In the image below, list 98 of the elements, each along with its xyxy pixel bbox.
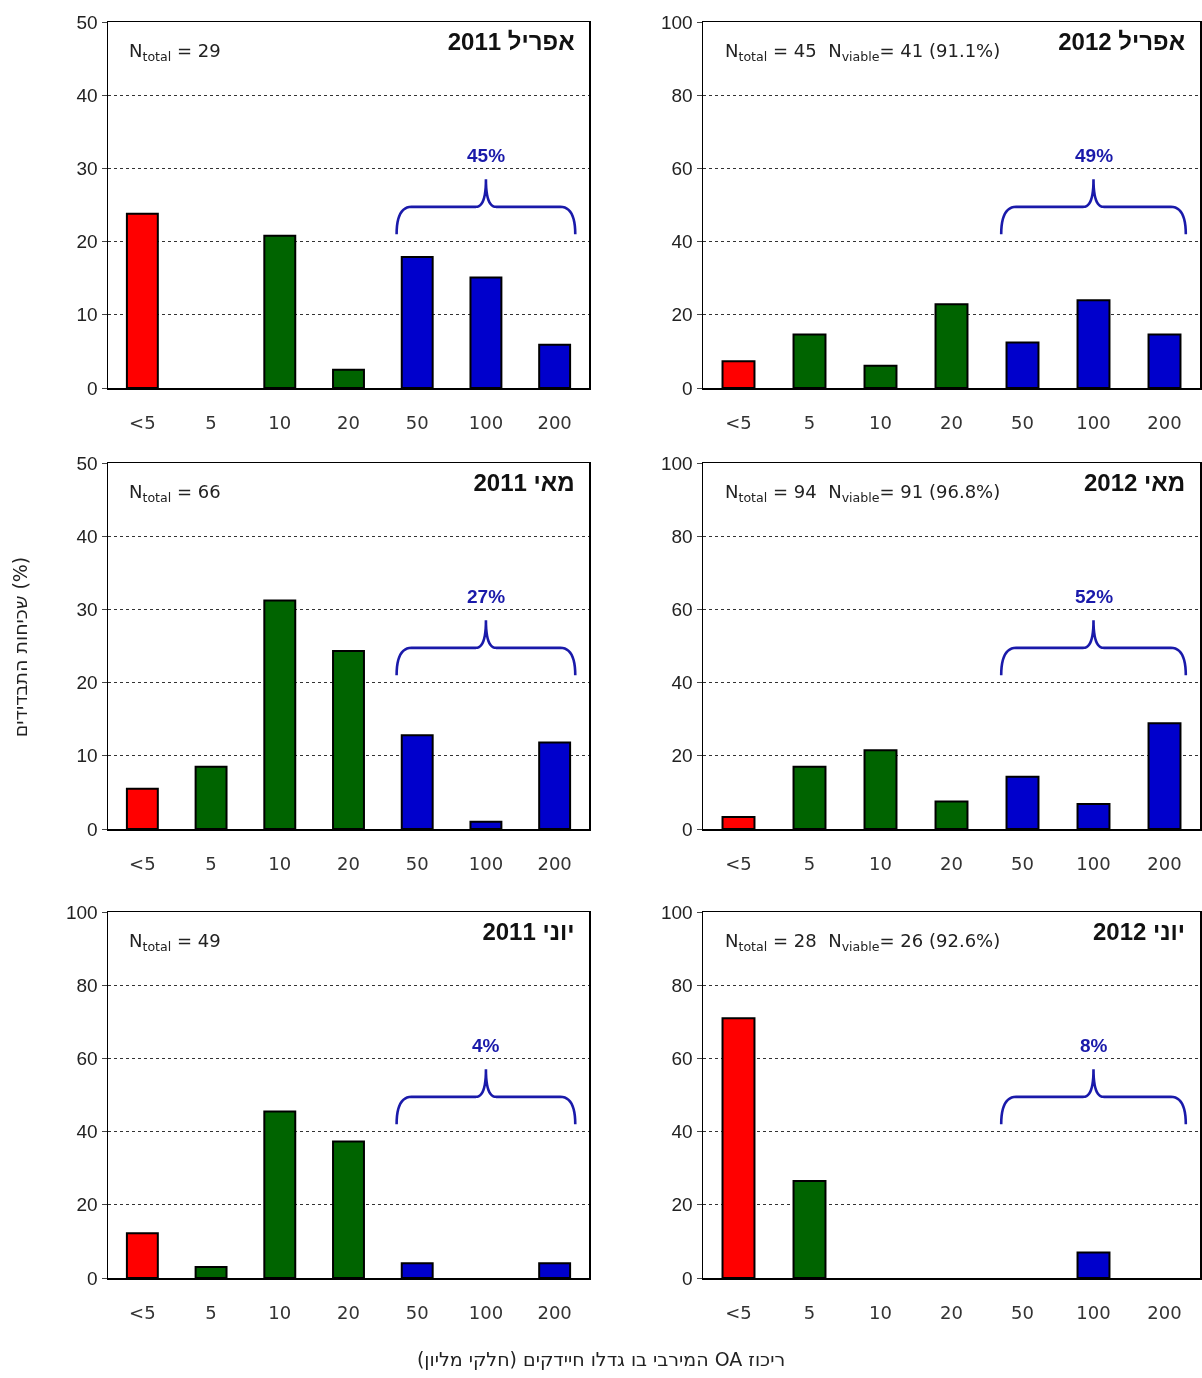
annotation: 49% — [1075, 145, 1114, 166]
y-tick-label: 40 — [671, 672, 693, 694]
y-tick-label: 60 — [671, 158, 693, 180]
y-tick-label: 80 — [671, 525, 693, 547]
x-tick-label: <5 — [129, 1302, 156, 1324]
x-tick-label: 100 — [1076, 412, 1111, 434]
x-tick-label: 20 — [337, 853, 360, 875]
x-tick-label: 5 — [205, 1302, 217, 1324]
y-tick-label: 0 — [682, 818, 693, 840]
y-tick-label: 100 — [66, 901, 98, 923]
chart-title: אפריל 2011 — [447, 27, 575, 55]
y-tick-label: 10 — [76, 745, 98, 767]
x-tick-label: 100 — [1076, 853, 1111, 875]
annotation: N$_{total}$ = 28 N$_{viable}$= 26 (92.6%) — [725, 930, 1001, 954]
x-tick-label: 20 — [940, 1302, 963, 1324]
x-tick-label: 50 — [1011, 412, 1034, 434]
y-tick-label: 0 — [682, 377, 693, 399]
x-tick-label: 200 — [537, 412, 572, 434]
y-tick-label: 100 — [661, 901, 693, 923]
y-tick-label: 10 — [76, 304, 98, 326]
y-tick-label: 20 — [76, 1194, 98, 1216]
x-tick-label: 50 — [405, 1302, 429, 1324]
y-tick-label: 20 — [671, 304, 693, 326]
y-tick-label: 0 — [682, 1267, 693, 1289]
y-tick-label: 80 — [671, 974, 693, 996]
y-tick-label: 40 — [76, 84, 98, 106]
x-tick-label: 200 — [1147, 1302, 1182, 1324]
chart-title: מאי 2011 — [473, 468, 575, 496]
annotation: N$_{total}$ = 49 — [129, 930, 221, 954]
x-tick-label: 10 — [268, 853, 292, 875]
annotation: 27% — [467, 586, 506, 607]
annotation: N$_{total}$ = 45 N$_{viable}$= 41 (91.1%) — [725, 40, 1001, 64]
x-tick-label: 5 — [803, 412, 816, 434]
y-tick-label: 20 — [671, 1194, 693, 1216]
y-tick-label: 20 — [76, 231, 98, 253]
annotation: N$_{total}$ = 66 — [129, 481, 221, 505]
x-tick-label: 200 — [537, 853, 572, 875]
y-tick-label: 50 — [76, 452, 98, 474]
y-tick-label: 30 — [76, 158, 98, 180]
x-tick-label: 20 — [337, 412, 360, 434]
x-tick-label: 10 — [869, 412, 892, 434]
y-tick-label: 80 — [671, 84, 693, 106]
annotation: 8% — [1080, 1035, 1108, 1056]
y-tick-label: 40 — [671, 1121, 693, 1143]
chart-title: יוני 2011 — [482, 917, 575, 945]
y-axis-title: שכיחות התבדידים (%) — [9, 555, 31, 740]
x-tick-label: 5 — [803, 853, 816, 875]
annotation: 4% — [472, 1035, 500, 1056]
y-tick-label: 20 — [76, 672, 98, 694]
x-tick-label: <5 — [129, 853, 156, 875]
x-tick-label: 200 — [537, 1302, 572, 1324]
x-tick-label: 5 — [803, 1302, 816, 1324]
annotation: N$_{total}$ = 94 N$_{viable}$= 91 (96.8%) — [725, 481, 1001, 505]
y-tick-label: 60 — [671, 599, 693, 621]
x-tick-label: 20 — [940, 853, 963, 875]
x-tick-label: 10 — [869, 1302, 892, 1324]
x-tick-label: 20 — [337, 1302, 360, 1324]
x-tick-label: <5 — [725, 853, 752, 875]
x-tick-label: 100 — [468, 412, 504, 434]
y-tick-label: 40 — [76, 1121, 98, 1143]
x-tick-label: 50 — [1011, 853, 1034, 875]
x-tick-label: 50 — [405, 412, 429, 434]
chart-title: אפריל 2012 — [1058, 27, 1186, 55]
x-tick-label: 10 — [268, 1302, 292, 1324]
x-tick-label: 200 — [1147, 412, 1182, 434]
x-tick-label: <5 — [725, 412, 752, 434]
y-tick-label: 20 — [671, 745, 693, 767]
y-tick-label: 60 — [76, 1048, 98, 1070]
y-tick-label: 40 — [671, 231, 693, 253]
x-tick-label: 50 — [405, 853, 429, 875]
x-tick-label: 100 — [1076, 1302, 1111, 1324]
x-tick-label: 100 — [468, 853, 504, 875]
chart-title: מאי 2012 — [1083, 468, 1186, 496]
y-tick-label: 100 — [661, 11, 693, 33]
y-tick-label: 0 — [87, 818, 98, 840]
y-tick-label: 100 — [661, 452, 693, 474]
x-tick-label: 5 — [205, 412, 217, 434]
x-tick-label: 5 — [205, 853, 217, 875]
x-axis-title: ריכוז OA המירבי בו גדלו חיידקים (חלקי מליון) — [415, 1348, 787, 1370]
x-tick-label: 10 — [869, 853, 892, 875]
x-tick-label: 100 — [468, 1302, 504, 1324]
chart-title: יוני 2012 — [1092, 917, 1186, 945]
x-tick-label: 50 — [1011, 1302, 1034, 1324]
annotation: N$_{total}$ = 29 — [129, 40, 221, 64]
x-tick-label: <5 — [725, 1302, 752, 1324]
annotation: 45% — [467, 145, 506, 166]
y-tick-label: 80 — [76, 974, 98, 996]
x-tick-label: 10 — [268, 412, 292, 434]
y-tick-label: 40 — [76, 525, 98, 547]
y-tick-label: 50 — [76, 11, 98, 33]
y-tick-label: 0 — [87, 1267, 98, 1289]
x-tick-label: 200 — [1147, 853, 1182, 875]
y-tick-label: 0 — [87, 377, 98, 399]
y-tick-label: 30 — [76, 599, 98, 621]
x-tick-label: <5 — [129, 412, 156, 434]
y-tick-label: 60 — [671, 1048, 693, 1070]
x-tick-label: 20 — [940, 412, 963, 434]
annotation: 52% — [1075, 586, 1114, 607]
